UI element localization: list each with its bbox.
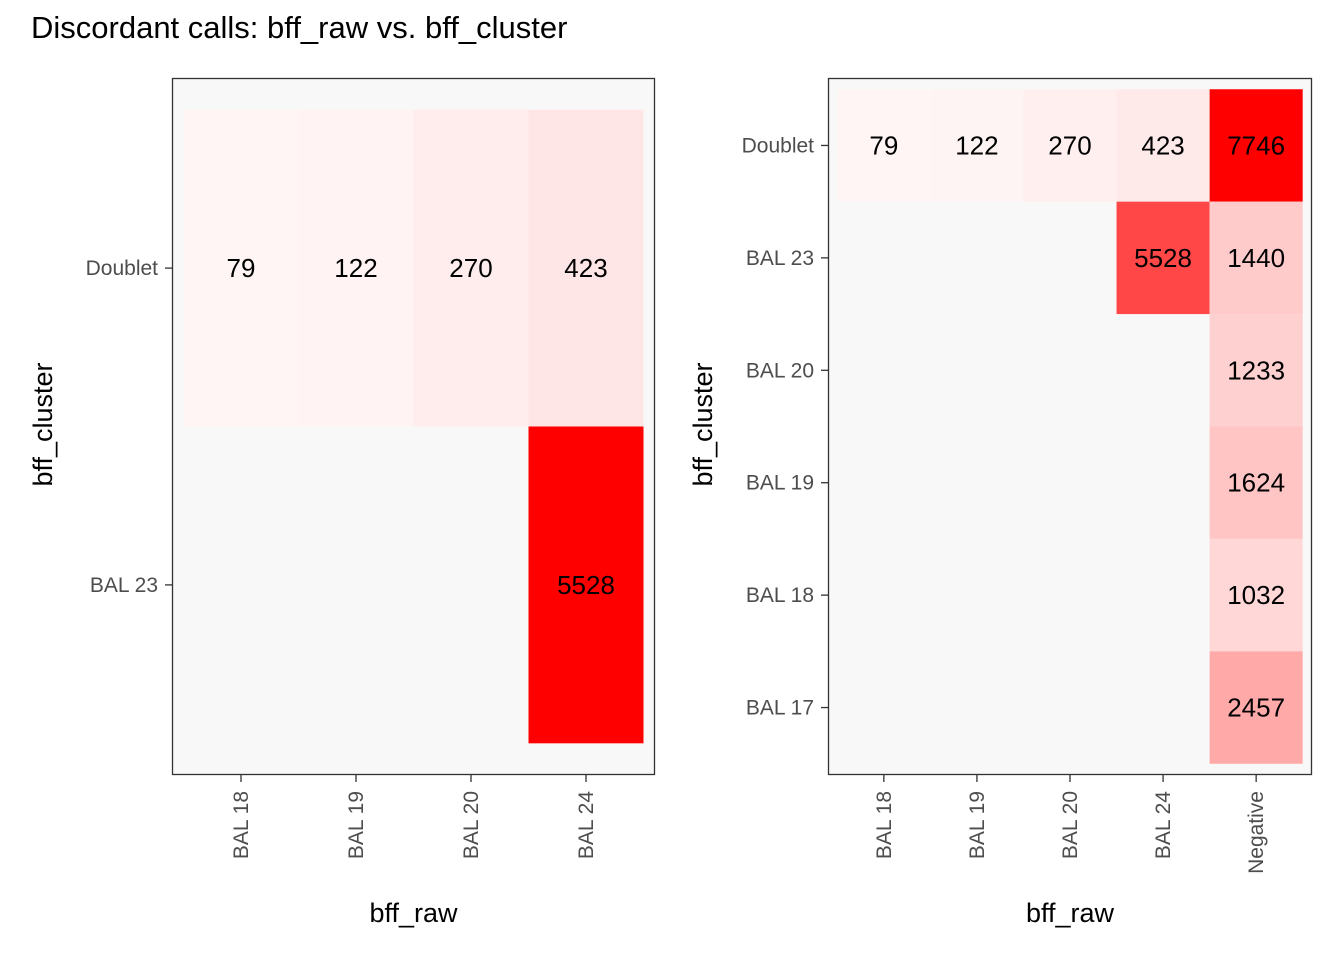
heatmap-cell <box>837 89 931 202</box>
x-tick-label: BAL 20 <box>1059 791 1082 859</box>
heatmap-cell <box>298 109 414 427</box>
heatmap-cell <box>1116 201 1210 315</box>
cell-value-label: 79 <box>227 253 256 283</box>
y-tick-label: BAL 23 <box>90 574 158 597</box>
heatmap-cell <box>1116 89 1210 202</box>
heatmap-cell <box>1209 89 1303 202</box>
heatmap-cell <box>1209 538 1303 652</box>
cell-value-label: 122 <box>334 253 377 283</box>
y-tick-label: BAL 19 <box>746 472 814 495</box>
cell-value-label: 270 <box>1048 130 1091 160</box>
x-tick-label: Negative <box>1245 791 1268 874</box>
x-axis-title: bff_raw <box>369 898 458 928</box>
cell-value-label: 1624 <box>1227 468 1285 498</box>
x-tick-label: BAL 24 <box>1152 791 1175 859</box>
heatmap-panel-1: 79 122 270 423 5528 Doublet BAL 23 BAL 18 BAL 19… <box>28 77 656 928</box>
heatmap-cell <box>930 89 1024 202</box>
heatmap-cell <box>528 426 644 744</box>
x-tick-label: BAL 20 <box>460 791 483 859</box>
y-axis-title: bff_cluster <box>28 362 58 486</box>
panel-border <box>827 77 1313 776</box>
x-tick-label: BAL 18 <box>230 791 253 859</box>
y-axis-title: bff_cluster <box>688 362 718 486</box>
y-tick-label: BAL 23 <box>746 247 814 270</box>
x-axis-title: bff_raw <box>1026 898 1115 928</box>
y-tick-label: Doublet <box>86 257 159 280</box>
cell-value-label: 7746 <box>1227 130 1285 160</box>
x-tick-label: BAL 19 <box>966 791 989 859</box>
y-tick-label: BAL 20 <box>746 359 814 382</box>
x-tick-label: BAL 24 <box>575 791 598 859</box>
cell-value-label: 1233 <box>1227 355 1285 385</box>
cell-value-label: 5528 <box>1134 243 1192 273</box>
y-tick-label: BAL 18 <box>746 584 814 607</box>
x-tick-label: BAL 19 <box>345 791 368 859</box>
x-tick-label: BAL 18 <box>873 791 896 859</box>
panel-border <box>171 77 656 776</box>
heatmap-cell <box>528 109 644 427</box>
cell-value-label: 122 <box>955 130 998 160</box>
chart-title: Discordant calls: bff_raw vs. bff_cluste… <box>31 10 568 45</box>
cell-value-label: 2457 <box>1227 693 1285 723</box>
cell-value-label: 270 <box>449 253 492 283</box>
heatmap-cell <box>413 109 529 427</box>
heatmap-cell <box>1209 314 1303 427</box>
cell-value-label: 79 <box>869 130 898 160</box>
cell-value-label: 1440 <box>1227 243 1285 273</box>
heatmap-cell <box>1209 426 1303 539</box>
cell-value-label: 5528 <box>557 570 615 600</box>
cell-value-label: 423 <box>1141 130 1184 160</box>
heatmap-cell <box>1023 89 1117 202</box>
cell-value-label: 1032 <box>1227 580 1285 610</box>
heatmap-panel-2: 79 122 270 423 7746 5528 1440 1233 1624 1032 2457 D… <box>688 77 1313 928</box>
y-tick-label: BAL 17 <box>746 697 814 720</box>
cell-value-label: 423 <box>564 253 607 283</box>
heatmap-cell <box>183 109 299 427</box>
heatmap-cell <box>1209 651 1303 764</box>
y-tick-label: Doublet <box>742 134 815 157</box>
heatmap-cell <box>1209 201 1303 315</box>
